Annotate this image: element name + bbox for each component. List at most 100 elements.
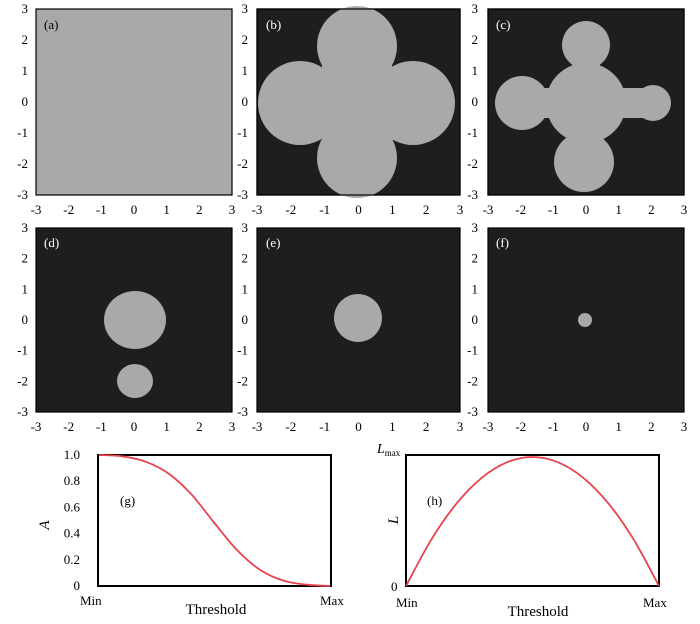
x-tick-label: -1 [319,202,330,217]
x-tick-label: -3 [31,202,42,217]
y-tick-label: -2 [237,156,248,171]
chart-h-ylabel: L [386,516,402,525]
y-tick-label: 3 [242,1,249,16]
y-tick-label: 2 [242,251,249,266]
y-tick-label: 0 [472,94,479,109]
x-tick-label: 1 [615,419,622,434]
chart-h: (h) 0 Lmax Min Max Threshold L [376,442,667,620]
panel-c-label: (c) [496,17,510,32]
chart-g-xtick-min: Min [80,593,102,608]
panel-d-shape [104,291,166,398]
y-tick-label: -3 [17,404,28,419]
chart-g-ylabel: A [37,520,53,531]
chart-h-ytick-0: 0 [391,579,398,594]
x-tick-label: 2 [648,419,655,434]
x-tick-label: 3 [681,202,688,217]
x-tick-label: -1 [548,202,559,217]
y-tick-label: 3 [472,1,479,16]
x-tick-label: 0 [131,419,138,434]
y-tick-label: -1 [17,343,28,358]
y-tick-label: -3 [467,187,478,202]
panel-e-shape [334,294,382,342]
y-tick-label: 3 [22,1,29,16]
panel-b-label: (b) [266,17,281,32]
chart-h-label: (h) [427,493,442,508]
y-tick-label: -1 [17,125,28,140]
x-tick-label: -3 [252,419,263,434]
y-tick-label: -2 [467,373,478,388]
y-tick-label: -2 [237,373,248,388]
x-tick-label: -3 [483,202,494,217]
y-tick-label: 0 [22,312,29,327]
x-tick-label: 3 [457,202,464,217]
x-tick-label: -2 [63,419,74,434]
chart-g-ytick-label: 0 [74,578,81,593]
panel-a-frame [35,8,233,196]
y-tick-label: -1 [237,125,248,140]
x-tick-label: 2 [423,202,430,217]
panel-e-label: (e) [266,235,280,250]
panel-f-shape [578,313,592,327]
x-tick-label: 1 [389,419,396,434]
chart-g: (g) 0 0.2 0.4 0.6 0.8 1.0 Min Max Threshold A [37,447,344,618]
x-tick-label: -1 [96,202,107,217]
x-tick-label: -2 [515,419,526,434]
chart-h-xtick-max: Max [643,595,667,610]
y-tick-label: 0 [242,312,249,327]
x-tick-label: 1 [163,202,170,217]
panel-f: (f) -3 -2 -1 0 1 2 3 -3 -2 -1 0 1 2 3 [467,220,687,434]
chart-g-label: (g) [120,493,135,508]
chart-h-xtick-min: Min [396,595,418,610]
y-tick-label: -2 [17,156,28,171]
chart-g-ytick-label: 0.6 [64,499,81,514]
y-tick-label: 0 [242,94,249,109]
chart-g-ytick-label: 0.8 [64,473,80,488]
x-tick-label: -1 [548,419,559,434]
y-tick-label: 1 [472,63,479,78]
x-tick-label: 1 [163,419,170,434]
x-tick-label: 3 [681,419,688,434]
y-tick-label: 2 [242,32,249,47]
panel-d-label: (d) [44,235,59,250]
y-tick-label: -3 [237,404,248,419]
y-tick-label: -3 [17,187,28,202]
x-tick-label: -2 [515,202,526,217]
x-tick-label: 2 [423,419,430,434]
y-tick-label: -1 [237,343,248,358]
panel-e: (e) -3 -2 -1 0 1 2 3 -3 -2 -1 0 1 2 3 [237,220,463,434]
panel-b: (b) -3 -2 -1 0 1 2 3 -3 -2 -1 0 1 2 3 [237,1,463,217]
chart-g-yticks: 0 0.2 0.4 0.6 0.8 1.0 [64,447,81,593]
x-tick-label: -2 [63,202,74,217]
chart-h-ymax-label: Lmax [376,442,401,458]
x-tick-label: 2 [196,202,203,217]
chart-h-series-line [405,456,660,587]
y-tick-label: -1 [467,343,478,358]
chart-h-frame [405,454,660,587]
y-tick-label: 2 [22,251,29,266]
y-tick-label: 0 [22,94,29,109]
x-tick-label: 2 [648,202,655,217]
x-tick-label: -1 [319,419,330,434]
y-tick-label: 1 [242,63,249,78]
y-tick-label: -2 [17,373,28,388]
x-tick-label: 0 [131,202,138,217]
x-tick-label: 0 [583,202,590,217]
chart-g-xlabel: Threshold [186,602,247,618]
panel-c: (c) -3 -2 -1 0 1 2 3 -3 -2 -1 0 1 2 3 [467,1,687,217]
y-tick-label: 0 [472,312,479,327]
panel-d: (d) -3 -2 -1 0 1 2 3 -3 -2 -1 0 1 2 3 [17,220,235,434]
chart-g-ytick-label: 0.2 [64,552,80,567]
x-tick-label: 3 [457,419,464,434]
x-tick-label: 1 [615,202,622,217]
y-tick-label: 3 [472,220,479,235]
chart-g-frame [97,454,332,587]
panel-b-shape [258,6,455,198]
y-tick-label: -3 [467,404,478,419]
x-tick-label: -2 [285,202,296,217]
x-tick-label: -1 [96,419,107,434]
x-tick-label: -3 [31,419,42,434]
panel-a: (a) -3 -2 -1 0 1 2 3 -3 -2 -1 0 1 2 3 [17,1,235,217]
y-tick-label: 1 [472,281,479,296]
y-tick-label: 3 [22,220,29,235]
y-tick-label: -1 [467,125,478,140]
